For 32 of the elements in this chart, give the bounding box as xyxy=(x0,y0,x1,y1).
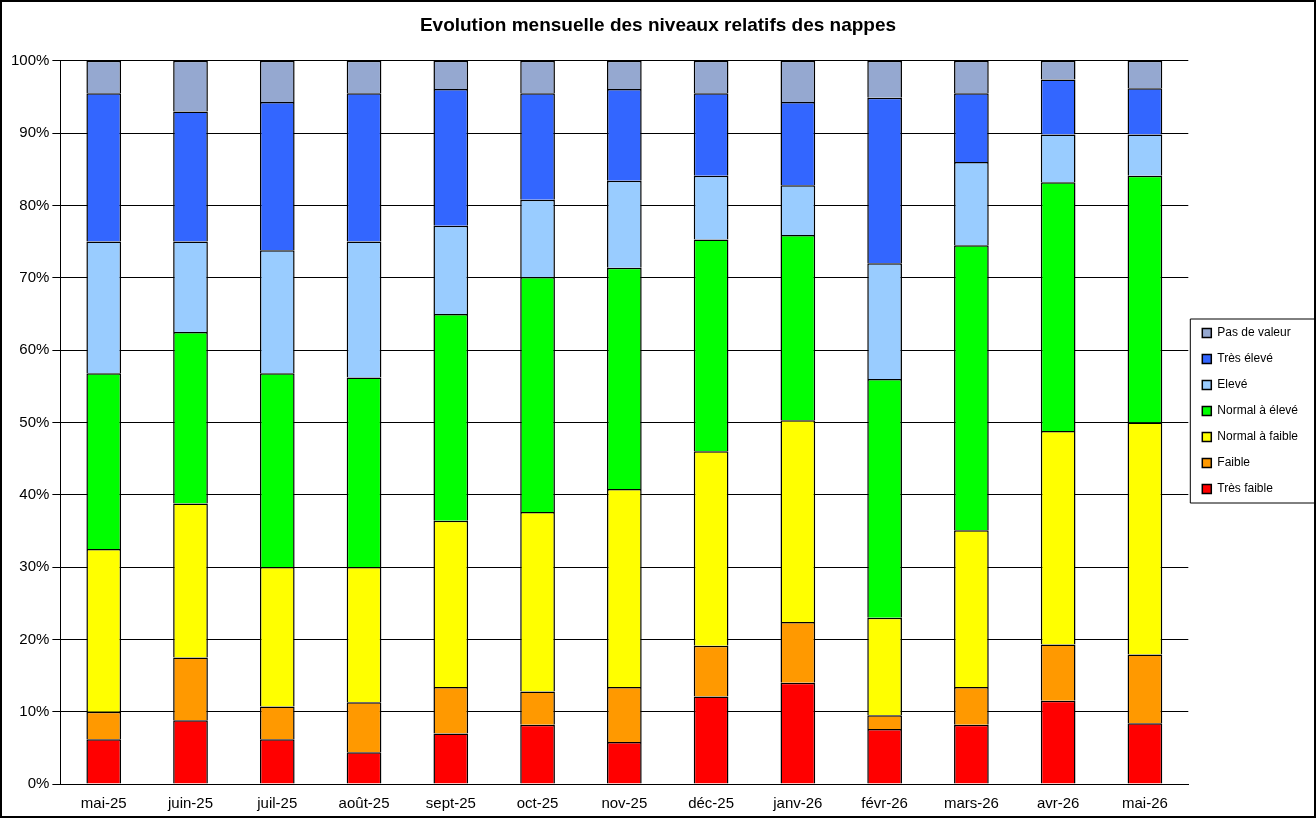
legend-label: Très faible xyxy=(1217,481,1274,496)
x-tick-label: déc-25 xyxy=(688,794,735,812)
x-tick-label: janv-26 xyxy=(772,794,823,812)
x-tick-label: nov-25 xyxy=(601,794,648,812)
x-tick-label: mai-25 xyxy=(80,794,127,812)
x-tick-label: févr-26 xyxy=(861,794,908,812)
y-tick-label: 0% xyxy=(27,774,50,792)
x-tick-label: juil-25 xyxy=(256,794,298,812)
legend-label: Elevé xyxy=(1217,377,1248,392)
legend-label: Pas de valeur xyxy=(1217,325,1291,340)
legend-label: Normal à faible xyxy=(1217,429,1299,444)
x-tick-label: mai-26 xyxy=(1121,794,1168,812)
y-tick-label: 80% xyxy=(19,195,50,213)
y-tick-label: 90% xyxy=(19,123,50,141)
x-tick-label: oct-25 xyxy=(516,794,559,812)
y-tick-label: 70% xyxy=(19,267,50,285)
y-tick-label: 40% xyxy=(19,484,50,502)
legend-label: Très élevé xyxy=(1217,351,1274,366)
y-tick-label: 10% xyxy=(19,701,50,719)
legend-label: Faible xyxy=(1217,455,1251,470)
x-tick-label: mars-26 xyxy=(943,794,999,812)
x-tick-label: sept-25 xyxy=(425,794,476,812)
y-tick-label: 60% xyxy=(19,340,50,358)
y-tick-label: 50% xyxy=(19,412,50,430)
y-tick-label: 100% xyxy=(10,50,50,68)
x-tick-label: août-25 xyxy=(338,794,390,812)
x-tick-label: juin-25 xyxy=(166,794,214,812)
y-tick-label: 20% xyxy=(19,629,50,647)
y-tick-label: 30% xyxy=(19,557,50,575)
x-tick-label: avr-26 xyxy=(1036,794,1080,812)
legend-label: Normal à élevé xyxy=(1217,403,1299,418)
chart-title: Evolution mensuelle des niveaux relatifs des nappes xyxy=(419,13,897,35)
